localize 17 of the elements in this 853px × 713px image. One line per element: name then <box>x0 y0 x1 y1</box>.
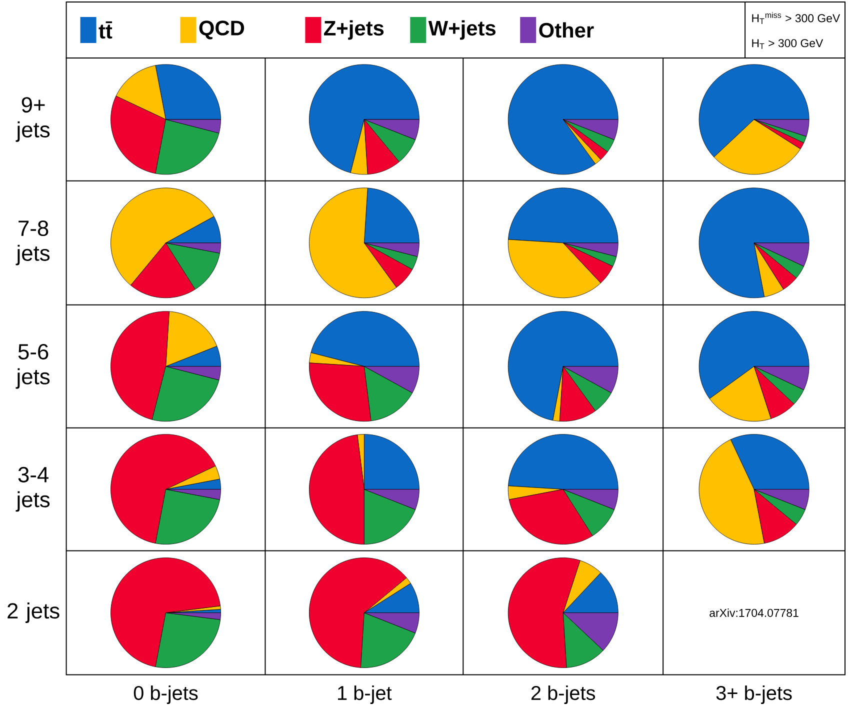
text: 2 b-jets <box>531 686 596 704</box>
text: H$_{T}$ > 300 GeV <box>752 39 824 50</box>
text: 9+ jets <box>16 97 50 142</box>
legend-label: Other <box>539 22 594 38</box>
text: 5-6 jets <box>16 344 50 389</box>
text: 3-4 jets <box>16 467 50 512</box>
text: 1 b-jet <box>338 686 392 704</box>
text: arXiv:1704.07781 <box>710 608 798 618</box>
legend-label: Z+jets <box>324 20 384 40</box>
legend-label: tt̄ <box>98 22 112 39</box>
text: 3+ b-jets <box>716 686 792 704</box>
text: 7-8 jets <box>16 220 50 266</box>
text: 2 jets <box>8 602 60 624</box>
legend-label: W+jets <box>428 20 496 40</box>
text: H$_{T}$$^{miss}$ > 300 GeV <box>752 12 840 24</box>
legend-label: QCD <box>199 20 244 40</box>
text: 0 b-jets <box>134 686 198 704</box>
